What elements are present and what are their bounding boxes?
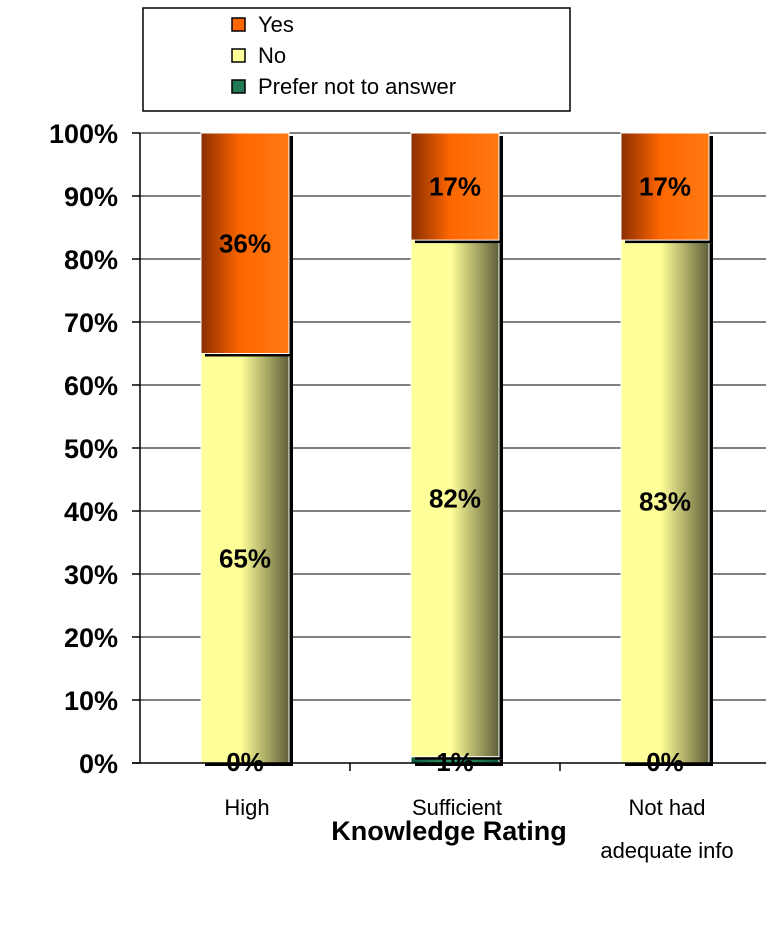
bars: [200, 132, 713, 767]
x-category-label: Not had: [628, 795, 705, 820]
x-category-label: High: [224, 795, 269, 820]
y-tick-label: 30%: [64, 560, 118, 590]
bar-yes: [620, 132, 710, 241]
y-tick-label: 90%: [64, 182, 118, 212]
bar-no: [200, 353, 290, 764]
data-label-no: 82%: [429, 483, 481, 513]
data-label-yes: 36%: [219, 228, 271, 258]
legend-label: Prefer not to answer: [258, 74, 456, 99]
data-label-no: 65%: [219, 543, 271, 573]
data-label-no: 83%: [639, 487, 691, 517]
y-tick-label: 40%: [64, 497, 118, 527]
legend-swatch: [231, 79, 246, 94]
legend-label: No: [258, 43, 286, 68]
legend-swatch: [231, 48, 246, 63]
data-label-yes: 17%: [429, 172, 481, 202]
legend-label: Yes: [258, 12, 294, 37]
legend-swatch: [231, 17, 246, 32]
y-tick-label: 0%: [79, 749, 118, 779]
legend-box: [142, 7, 571, 112]
y-tick-label: 70%: [64, 308, 118, 338]
legend: Yes No Prefer not to answer: [142, 7, 571, 112]
data-label-yes: 17%: [639, 172, 691, 202]
y-tick-label: 60%: [64, 371, 118, 401]
data-labels: 0% 65% 36% 1% 82% 17% 0% 83% 17%: [219, 172, 691, 777]
data-label-prefer-not-to-answer: 0%: [646, 747, 684, 777]
bar-yes: [200, 132, 290, 354]
bar-yes: [410, 132, 500, 241]
x-axis-title: Knowledge Rating: [331, 816, 567, 846]
y-tick-label: 100%: [49, 119, 118, 149]
axes: 0% 10% 20% 30% 40% 50% 60% 70% 80% 90% 100% High Suf…: [49, 119, 766, 863]
x-category-label: Sufficient: [412, 795, 502, 820]
y-tick-label: 20%: [64, 623, 118, 653]
y-tick-label: 10%: [64, 686, 118, 716]
x-category-label: adequate info: [600, 838, 733, 863]
y-tick-label: 80%: [64, 245, 118, 275]
data-label-prefer-not-to-answer: 0%: [226, 747, 264, 777]
data-label-prefer-not-to-answer: 1%: [436, 747, 474, 777]
y-tick-label: 50%: [64, 434, 118, 464]
bar-no: [620, 239, 710, 764]
